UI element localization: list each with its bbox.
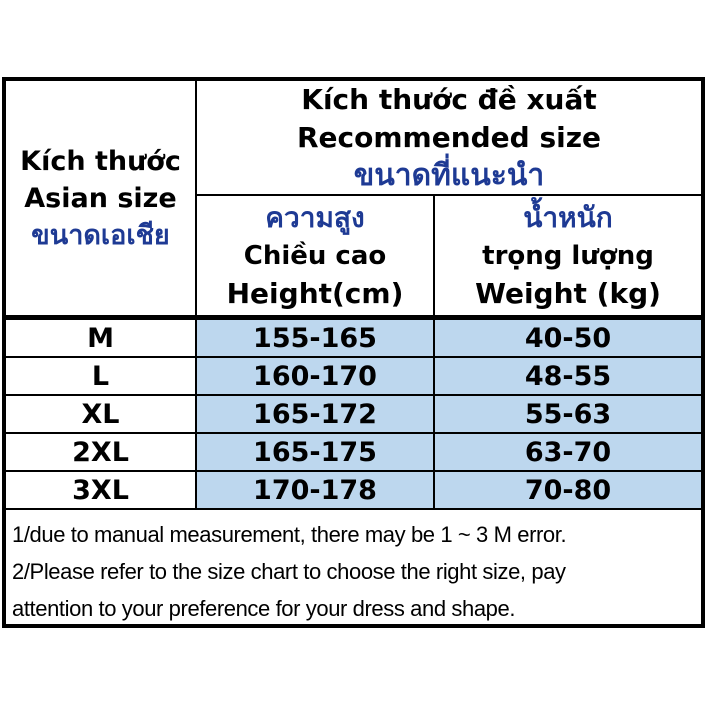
height-cell: 165-172 xyxy=(197,396,435,434)
asian-size-label-en: Asian size xyxy=(24,182,177,214)
height-cell: 165-175 xyxy=(197,434,435,472)
height-header-cell: ความสูง Chiều cao Height(cm) xyxy=(197,196,435,320)
recommended-size-label-en: Recommended size xyxy=(296,120,602,154)
note-line: 1/due to manual measurement, there may b… xyxy=(12,522,567,547)
height-label-vi: Chiều cao xyxy=(243,240,387,271)
size-cell: L xyxy=(6,358,197,396)
asian-size-header-cell: Kích thước Asian size ขนาดเอเชีย xyxy=(6,81,197,320)
weight-label-th: น้ำหนัก xyxy=(523,200,613,234)
size-cell: 3XL xyxy=(6,472,197,510)
recommended-size-header-cell: Kích thước đề xuất Recommended size ขนาด… xyxy=(197,81,701,196)
weight-label-vi: trọng lượng xyxy=(482,240,654,271)
size-cell: M xyxy=(6,320,197,358)
height-label-th: ความสูง xyxy=(265,200,365,234)
size-cell: 2XL xyxy=(6,434,197,472)
asian-size-label-vi: Kích thước xyxy=(20,145,181,177)
height-label-en: Height(cm) xyxy=(226,276,404,310)
weight-header-cell: น้ำหนัก trọng lượng Weight (kg) xyxy=(435,196,701,320)
weight-cell: 70-80 xyxy=(435,472,701,510)
weight-label-en: Weight (kg) xyxy=(475,276,661,310)
recommended-size-label-th: ขนาดที่แนะนำ xyxy=(353,157,545,193)
recommended-size-label-vi: Kích thước đề xuất xyxy=(301,82,597,116)
height-cell: 155-165 xyxy=(197,320,435,358)
asian-size-label-th: ขนาดเอเชีย xyxy=(31,219,170,251)
size-cell: XL xyxy=(6,396,197,434)
measurement-notes: 1/due to manual measurement, there may b… xyxy=(6,510,701,624)
weight-cell: 63-70 xyxy=(435,434,701,472)
note-line: attention to your preference for your dr… xyxy=(12,596,516,621)
weight-cell: 48-55 xyxy=(435,358,701,396)
weight-cell: 55-63 xyxy=(435,396,701,434)
size-chart-table: Kích thước Asian size ขนาดเอเชีย Kích th… xyxy=(2,77,705,628)
height-cell: 160-170 xyxy=(197,358,435,396)
weight-cell: 40-50 xyxy=(435,320,701,358)
height-cell: 170-178 xyxy=(197,472,435,510)
note-line: 2/Please refer to the size chart to choo… xyxy=(12,559,566,584)
